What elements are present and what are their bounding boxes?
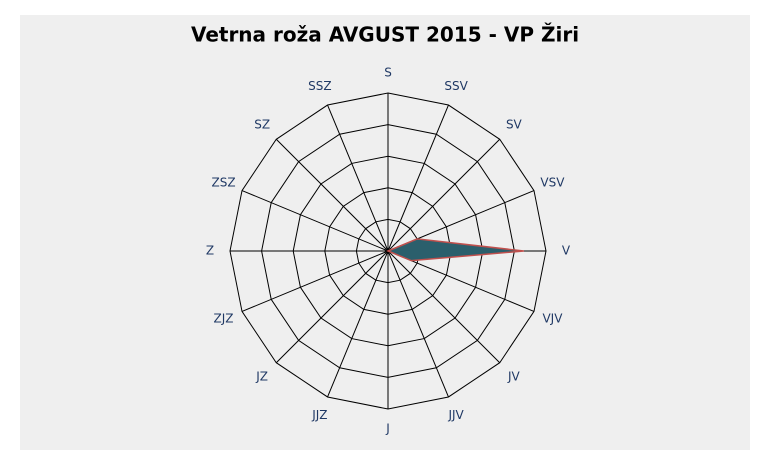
category-label: VSV bbox=[540, 175, 565, 189]
radar-area bbox=[386, 238, 524, 262]
category-label: SV bbox=[506, 118, 523, 132]
spoke bbox=[241, 250, 389, 312]
category-label: ZSZ bbox=[212, 175, 236, 189]
spoke bbox=[275, 138, 389, 252]
chart-area bbox=[20, 15, 750, 450]
category-label: SZ bbox=[254, 118, 270, 132]
spoke bbox=[275, 250, 389, 364]
spoke bbox=[327, 104, 389, 252]
category-label: JV bbox=[507, 369, 521, 383]
category-label: VJV bbox=[542, 312, 563, 326]
category-label: Z bbox=[206, 244, 214, 258]
category-label: JZ bbox=[255, 369, 268, 383]
spoke bbox=[241, 190, 389, 252]
category-label: ZJZ bbox=[214, 312, 234, 326]
spoke bbox=[387, 250, 501, 364]
category-label: JJV bbox=[447, 408, 464, 422]
category-label: J bbox=[385, 422, 390, 436]
category-label: JJZ bbox=[311, 408, 327, 422]
spoke bbox=[387, 250, 449, 398]
category-label: V bbox=[562, 244, 571, 258]
category-label: SSZ bbox=[308, 79, 331, 93]
category-label: SSV bbox=[444, 79, 468, 93]
spoke bbox=[387, 138, 501, 252]
spoke bbox=[327, 250, 389, 398]
category-label: S bbox=[384, 66, 392, 80]
spoke bbox=[387, 104, 449, 252]
chart-title: Vetrna roža AVGUST 2015 - VP Žiri bbox=[191, 23, 579, 47]
